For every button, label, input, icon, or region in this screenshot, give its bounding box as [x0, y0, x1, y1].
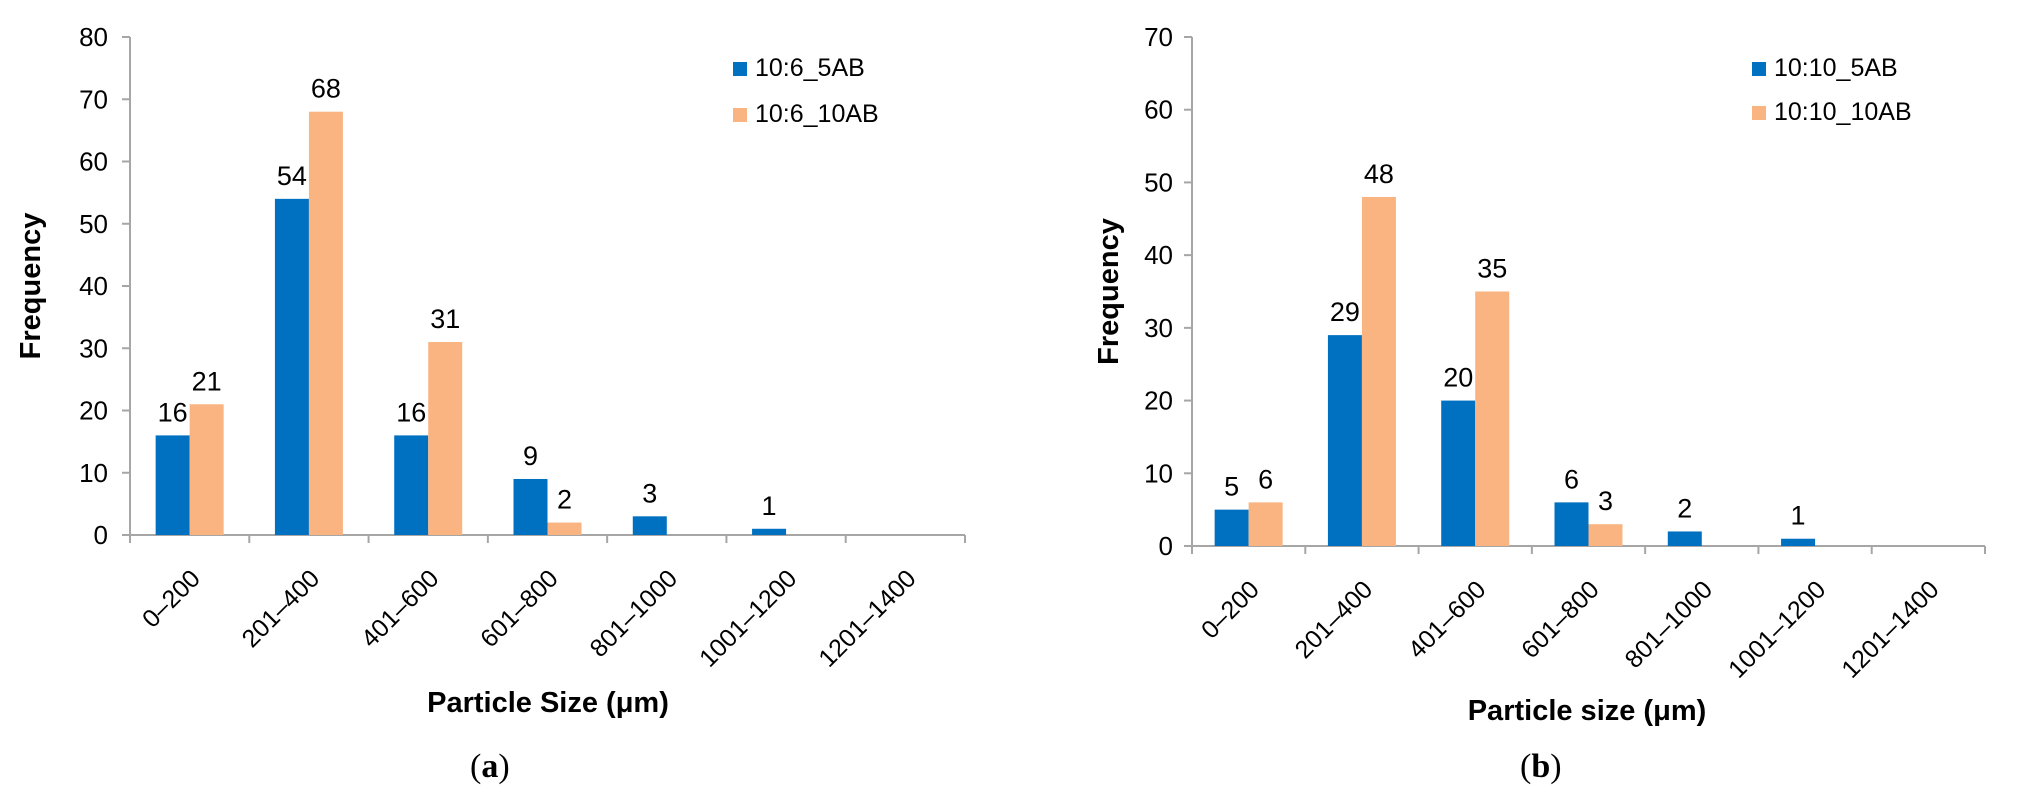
y-tick-label: 0 — [1159, 531, 1173, 561]
bar-2 — [547, 522, 582, 535]
data-label: 1 — [1791, 501, 1806, 531]
data-label: 48 — [1364, 159, 1394, 189]
x-tick-label: 1201–1400 — [813, 564, 921, 672]
data-label: 35 — [1477, 254, 1507, 284]
data-label: 6 — [1564, 464, 1579, 494]
bar-1 — [1327, 335, 1362, 546]
x-tick-label: 201–400 — [1290, 575, 1379, 664]
y-axis-title: Frequency — [1093, 218, 1125, 365]
legend-swatch-1 — [1752, 62, 1766, 76]
x-tick-label: 1001–1200 — [694, 564, 802, 672]
y-tick-label: 40 — [1144, 240, 1173, 270]
bar-1 — [394, 435, 429, 535]
bar-2 — [308, 111, 343, 535]
data-label: 16 — [396, 397, 426, 427]
data-label: 6 — [1258, 464, 1273, 494]
x-tick-label: 601–800 — [475, 564, 564, 653]
data-label: 1 — [762, 491, 777, 521]
data-label: 68 — [311, 74, 341, 104]
x-tick-label: 1001–1200 — [1723, 575, 1831, 683]
bar-1 — [274, 198, 309, 535]
legend-label-2: 10:10_10AB — [1774, 98, 1912, 126]
x-axis-title: Particle Size (μm) — [427, 687, 669, 719]
data-label: 2 — [557, 485, 572, 515]
chart-a: 0 10 20 30 40 50 60 70 80 16 54 16 9 3 1 21 68 31 2 0–200 20… — [0, 0, 1020, 745]
y-tick-label: 30 — [79, 333, 108, 363]
y-tick-label: 20 — [79, 396, 108, 426]
bar-2 — [189, 404, 224, 535]
x-tick-label: 401–600 — [1403, 575, 1492, 664]
data-label: 16 — [158, 397, 188, 427]
y-tick-label: 20 — [1144, 386, 1173, 416]
x-tick-label: 601–800 — [1516, 575, 1605, 664]
data-label: 2 — [1677, 493, 1692, 523]
chart-b-svg: 0 10 20 30 40 50 60 70 5 29 20 6 2 1 6 48 35 3 0–200 201–40… — [1093, 22, 1986, 727]
bar-2 — [1588, 524, 1623, 546]
bar-1 — [1781, 538, 1816, 546]
bar-1 — [1441, 400, 1476, 546]
data-label: 54 — [277, 161, 307, 191]
x-tick-label: 0–200 — [1196, 575, 1265, 644]
bar-2 — [1361, 196, 1396, 546]
y-axis-title: Frequency — [15, 213, 47, 360]
data-label: 21 — [192, 366, 222, 396]
bar-2 — [1248, 502, 1283, 546]
bar-1 — [1214, 509, 1249, 546]
bar-1 — [155, 435, 190, 535]
data-label: 3 — [1598, 486, 1613, 516]
x-tick-label: 201–400 — [237, 564, 326, 653]
y-tick-label: 30 — [1144, 313, 1173, 343]
x-tick-label: 0–200 — [137, 564, 206, 633]
data-label: 3 — [642, 478, 657, 508]
data-label: 31 — [430, 304, 460, 334]
y-tick-label: 40 — [79, 271, 108, 301]
caption-b: (b) — [1520, 748, 1562, 785]
y-tick-label: 60 — [79, 147, 108, 177]
x-tick-label: 801–1000 — [585, 564, 683, 662]
caption-a: (a) — [470, 748, 510, 785]
bar-1 — [1554, 502, 1589, 546]
bar-1 — [752, 528, 787, 535]
y-tick-label: 70 — [79, 84, 108, 114]
y-tick-label: 50 — [1144, 167, 1173, 197]
legend-swatch-2 — [1752, 106, 1766, 120]
y-tick-label: 50 — [79, 209, 108, 239]
bar-2 — [428, 342, 463, 535]
bar-1 — [1667, 531, 1702, 546]
legend-label-1: 10:10_5AB — [1774, 54, 1898, 82]
legend-swatch-2 — [733, 108, 747, 122]
data-label: 20 — [1443, 363, 1473, 393]
data-label: 29 — [1330, 297, 1360, 327]
y-tick-label: 80 — [79, 22, 108, 52]
x-tick-label: 401–600 — [356, 564, 445, 653]
legend-label-2: 10:6_10AB — [755, 100, 879, 128]
bar-1 — [513, 478, 548, 535]
data-label: 5 — [1224, 472, 1239, 502]
x-axis-title: Particle size (μm) — [1468, 695, 1707, 727]
legend-swatch-1 — [733, 62, 747, 76]
bar-1 — [632, 516, 667, 535]
y-tick-label: 10 — [1144, 458, 1173, 488]
legend-label-1: 10:6_5AB — [755, 54, 865, 82]
x-tick-label: 801–1000 — [1620, 575, 1718, 673]
data-label: 9 — [523, 441, 538, 471]
y-tick-label: 10 — [79, 458, 108, 488]
y-tick-label: 0 — [94, 520, 108, 550]
y-tick-label: 70 — [1144, 22, 1173, 52]
bar-2 — [1475, 291, 1510, 546]
chart-b: 0 10 20 30 40 50 60 70 5 29 20 6 2 1 6 48 35 3 0–200 201–40… — [1080, 0, 2043, 745]
y-tick-label: 60 — [1144, 95, 1173, 125]
x-tick-label: 1201–1400 — [1836, 575, 1944, 683]
